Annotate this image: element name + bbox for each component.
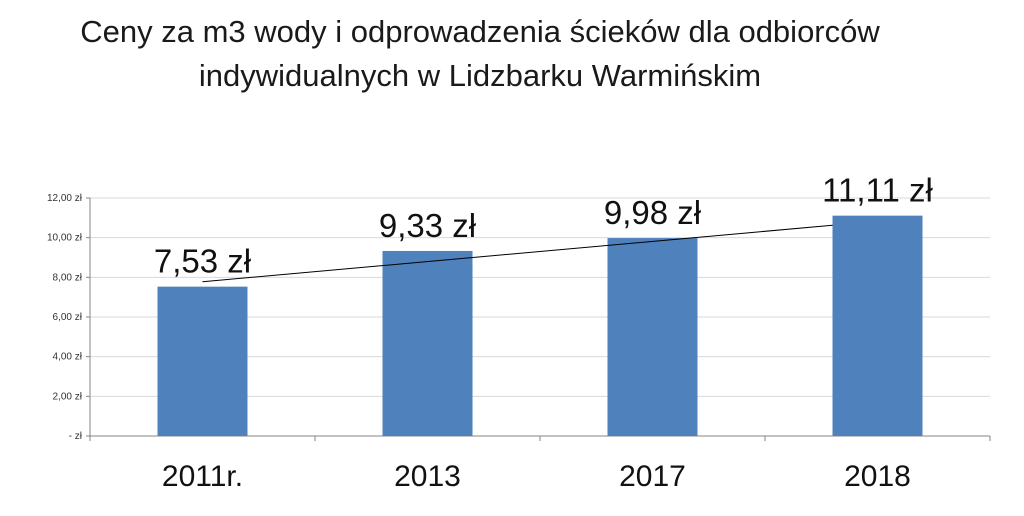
data-label: 11,11 zł (822, 172, 933, 209)
x-tick-label: 2018 (844, 460, 911, 493)
y-tick-label: - zł (69, 431, 83, 442)
y-tick-label: 4,00 zł (53, 352, 83, 363)
chart-title-line-2: indywidualnych w Lidzbarku Warmińskim (198, 58, 762, 93)
trendline (202, 224, 833, 283)
bar-2018 (832, 215, 923, 436)
chart-title: Ceny za m3 wody i odprowadzenia ścieków … (0, 10, 960, 98)
y-tick-label: 12,00 zł (47, 193, 83, 204)
x-tick-label: 2011r. (162, 460, 243, 493)
y-tick-label: 6,00 zł (53, 312, 83, 323)
y-tick-label: 8,00 zł (53, 272, 83, 283)
x-tick-label: 2017 (619, 460, 686, 493)
bar-2013 (382, 250, 473, 436)
bar-2011r. (157, 286, 248, 436)
bar-2017 (607, 238, 698, 436)
data-label: 7,53 zł (154, 243, 252, 280)
chart-title-line-1: Ceny za m3 wody i odprowadzenia ścieków … (80, 14, 880, 49)
y-tick-label: 10,00 zł (47, 233, 83, 244)
x-tick-label: 2013 (394, 460, 461, 493)
data-label: 9,98 zł (604, 194, 702, 231)
y-tick-label: 2,00 zł (53, 391, 83, 402)
data-label: 9,33 zł (379, 207, 477, 244)
